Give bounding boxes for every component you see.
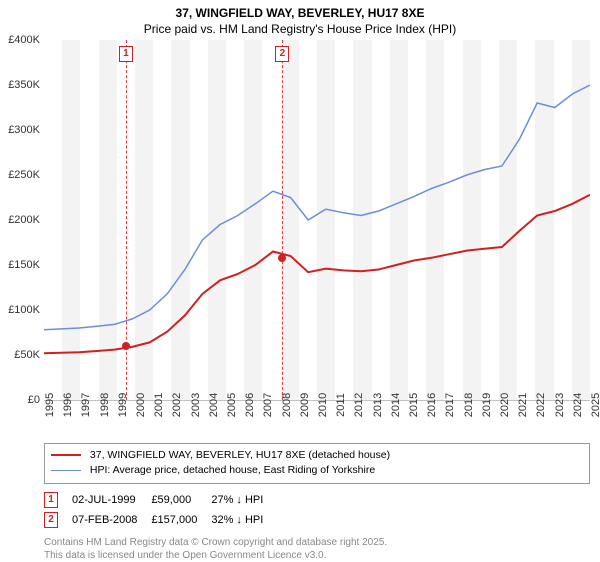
chart-container: 37, WINGFIELD WAY, BEVERLEY, HU17 8XE Pr… [0, 0, 600, 560]
legend-row-property: 37, WINGFIELD WAY, BEVERLEY, HU17 8XE (d… [51, 448, 583, 464]
chart-title: 37, WINGFIELD WAY, BEVERLEY, HU17 8XE [0, 0, 600, 22]
chart-plot-area: £0£50K£100K£150K£200K£250K£300K£350K£400… [44, 40, 590, 401]
attribution-line-2: This data is licensed under the Open Gov… [44, 549, 600, 562]
attribution: Contains HM Land Registry data © Crown c… [44, 536, 600, 562]
legend-swatch-property [51, 454, 81, 456]
legend-label-hpi: HPI: Average price, detached house, East… [90, 464, 375, 476]
chart-subtitle: Price paid vs. HM Land Registry's House … [0, 22, 600, 40]
legend-label-property: 37, WINGFIELD WAY, BEVERLEY, HU17 8XE (d… [90, 449, 390, 461]
legend-row-hpi: HPI: Average price, detached house, East… [51, 463, 583, 479]
attribution-line-1: Contains HM Land Registry data © Crown c… [44, 536, 600, 549]
chart-legend: 37, WINGFIELD WAY, BEVERLEY, HU17 8XE (d… [44, 443, 590, 485]
legend-swatch-hpi [51, 470, 81, 471]
chart-x-axis: 1995199619971998199920002001200220032004… [44, 401, 590, 441]
sales-table: 102-JUL-1999£59,00027% ↓ HPI207-FEB-2008… [44, 490, 590, 530]
